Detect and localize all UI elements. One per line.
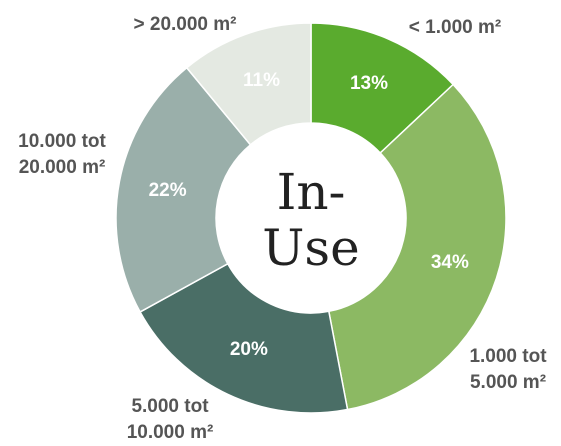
slice <box>327 83 507 411</box>
center-label: In-Use <box>262 163 360 277</box>
category-label: > 20.000 m² <box>133 14 237 35</box>
category-label: 1.000 tot 5.000 m² <box>469 346 547 393</box>
value-label: 11% <box>243 69 281 91</box>
value-label: 13% <box>349 73 388 94</box>
category-label: < 1.000 m² <box>408 17 502 38</box>
slice <box>139 262 349 414</box>
value-label: 34% <box>430 252 469 274</box>
value-label: 22% <box>148 179 187 201</box>
category-label: 10.000 tot 20.000 m² <box>18 131 106 178</box>
value-label: 20% <box>229 339 268 361</box>
slice <box>185 22 312 146</box>
category-label: 5.000 tot 10.000 m² <box>126 396 214 443</box>
slice <box>115 66 252 313</box>
